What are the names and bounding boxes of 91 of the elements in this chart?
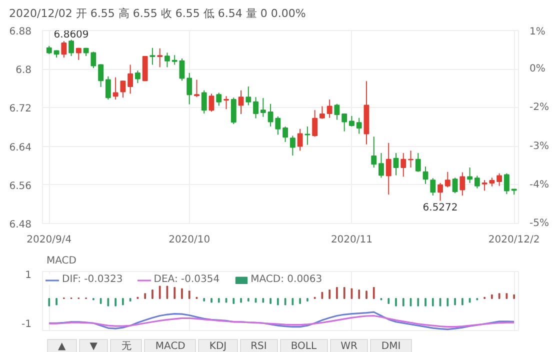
chart-title: MACD (46, 256, 77, 266)
candlestick (179, 58, 185, 82)
candlestick (326, 98, 332, 118)
candlestick (319, 106, 325, 120)
y-tick-label: 6.72 (9, 104, 32, 115)
candlestick (224, 96, 229, 110)
candlestick (260, 98, 266, 118)
candlestick (186, 72, 192, 105)
y-tick-label: 6.8 (16, 65, 32, 76)
candlestick (334, 103, 340, 120)
candlestick (482, 180, 488, 192)
candlestick (61, 40, 67, 58)
candlestick (134, 70, 140, 84)
y2-tick-label: 0% (530, 64, 546, 75)
candlestick (98, 64, 104, 88)
line-series (48, 311, 515, 330)
candlestick (128, 64, 134, 94)
candlestick (386, 142, 392, 196)
candlestick (496, 172, 502, 186)
y2-tick-label: -3% (530, 140, 549, 152)
candlestick (238, 90, 244, 114)
legend-label: DEA: -0.0354 (154, 274, 220, 285)
y-tick-label: 6.48 (9, 220, 32, 230)
candlestick (194, 79, 200, 98)
x-tick-label: 2020/10 (168, 234, 210, 246)
x-tick-label: 2020/11 (330, 234, 372, 246)
candlestick (312, 110, 318, 138)
candlestick (208, 93, 214, 112)
candlestick (157, 48, 163, 68)
candlestick (216, 92, 222, 106)
y2-tick-label: -5% (530, 218, 549, 229)
y-tick-label: 6.56 (9, 180, 32, 192)
text: BOLL (280, 339, 328, 352)
candlestick (342, 112, 348, 132)
candlestick (467, 167, 473, 184)
chart-title: 2020/12/02 开 6.55 高 6.55 收 6.55 低 6.54 量 0 0.00% (8, 6, 306, 22)
candlestick (393, 152, 399, 176)
candlestick (112, 76, 118, 100)
text: DMI (370, 339, 412, 352)
y2-tick-label: -2% (530, 102, 549, 114)
candlestick (474, 175, 480, 189)
candlestick (371, 136, 377, 168)
text: KDJ (198, 339, 238, 352)
x-tick-label: 2020/12/2 (488, 234, 540, 246)
y-tick-label: -1 (22, 319, 32, 330)
text: MACD (144, 339, 196, 352)
candlestick (460, 172, 466, 196)
candlestick (230, 97, 236, 125)
y2-tick-label: -4% (530, 179, 549, 190)
candlestick (356, 117, 362, 134)
candlestick (304, 126, 310, 146)
candlestick (105, 76, 111, 100)
text: ▲ (47, 339, 77, 352)
annotation: 6.8609 (54, 30, 89, 41)
text: ▼ (78, 339, 108, 352)
candlestick (438, 182, 443, 202)
legend-label: DIF: -0.0323 (62, 274, 123, 285)
y2-tick-label: 1% (530, 26, 546, 38)
candlestick (400, 152, 406, 178)
text: WR (330, 339, 368, 352)
candlestick (422, 166, 428, 184)
candlestick (201, 90, 207, 114)
text: RSI (240, 339, 278, 352)
candlestick (349, 115, 354, 128)
candlestick (90, 51, 96, 69)
candlestick (282, 126, 288, 142)
candlestick (253, 96, 258, 119)
y-tick-label: 6.88 (9, 26, 32, 38)
candlestick (120, 80, 126, 98)
legend-label: MACD: 0.0063 (250, 274, 322, 285)
text: 无 (110, 339, 142, 352)
line-series (48, 314, 515, 328)
y-tick-label: 6.64 (9, 142, 32, 154)
candlestick (444, 171, 450, 188)
x-tick-label: 2020/9/4 (26, 234, 72, 246)
candlestick (290, 135, 296, 156)
candlestick (164, 52, 170, 68)
candlestick (415, 152, 421, 172)
candlestick (68, 39, 74, 57)
y-tick-label: 1 (25, 270, 32, 281)
candlestick (297, 128, 303, 152)
candlestick (430, 178, 436, 196)
candlestick (378, 152, 384, 178)
candlestick (408, 150, 414, 168)
candlestick (76, 47, 82, 60)
candlestick (172, 54, 178, 66)
candlestick (504, 172, 510, 195)
candlestick (150, 47, 156, 66)
annotation: 6.5272 (422, 202, 458, 214)
candlestick (452, 177, 458, 194)
candlestick (246, 86, 252, 106)
